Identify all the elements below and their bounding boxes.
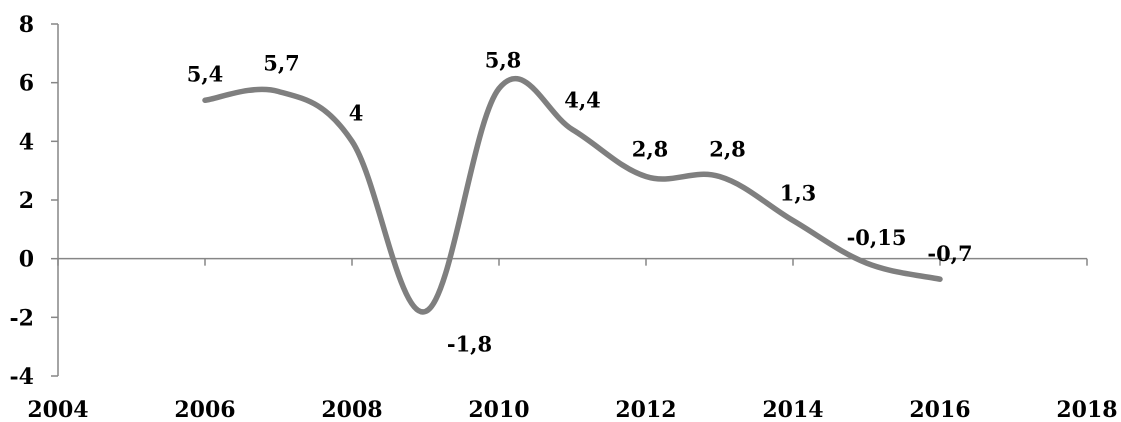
x-axis-tick-labels: 2004 2006 2008 2010 2012 2014 2016 2018 (27, 397, 1117, 422)
data-labels: 5,4 5,7 4 -1,8 5,8 4,4 2,8 2,8 1,3 -0,15… (187, 48, 973, 357)
data-label: 2,8 (632, 137, 669, 162)
x-tick-label: 2006 (174, 397, 235, 422)
data-label: 4 (349, 100, 364, 125)
x-tick-label: 2016 (909, 397, 970, 422)
data-label: 5,8 (485, 48, 522, 73)
y-tick-label: -2 (10, 305, 34, 331)
y-tick-label: 0 (19, 247, 34, 273)
data-label: -0,15 (847, 225, 907, 250)
x-tick-label: 2004 (27, 397, 88, 422)
y-axis-tick-labels: 8 6 4 2 0 -2 -4 (10, 12, 34, 390)
y-tick-label: -4 (10, 364, 34, 390)
data-label: -0,7 (927, 241, 972, 266)
data-label: 5,4 (187, 61, 224, 86)
x-tick-label: 2012 (615, 397, 676, 422)
axes (51, 23, 1088, 377)
y-tick-label: 4 (19, 129, 34, 155)
series-line (202, 76, 943, 315)
x-axis-ticks (57, 258, 1088, 266)
x-tick-label: 2018 (1056, 397, 1117, 422)
data-label: 5,7 (263, 50, 300, 75)
x-tick-label: 2014 (762, 397, 823, 422)
x-tick-label: 2010 (468, 397, 529, 422)
x-tick-label: 2008 (321, 397, 382, 422)
y-tick-label: 8 (19, 12, 34, 38)
data-label: 1,3 (780, 181, 817, 206)
y-axis-ticks (51, 23, 58, 377)
data-label: 4,4 (564, 88, 601, 113)
y-tick-label: 6 (19, 71, 34, 97)
y-tick-label: 2 (19, 188, 34, 214)
data-label: 2,8 (709, 137, 746, 162)
data-label: -1,8 (447, 331, 492, 356)
